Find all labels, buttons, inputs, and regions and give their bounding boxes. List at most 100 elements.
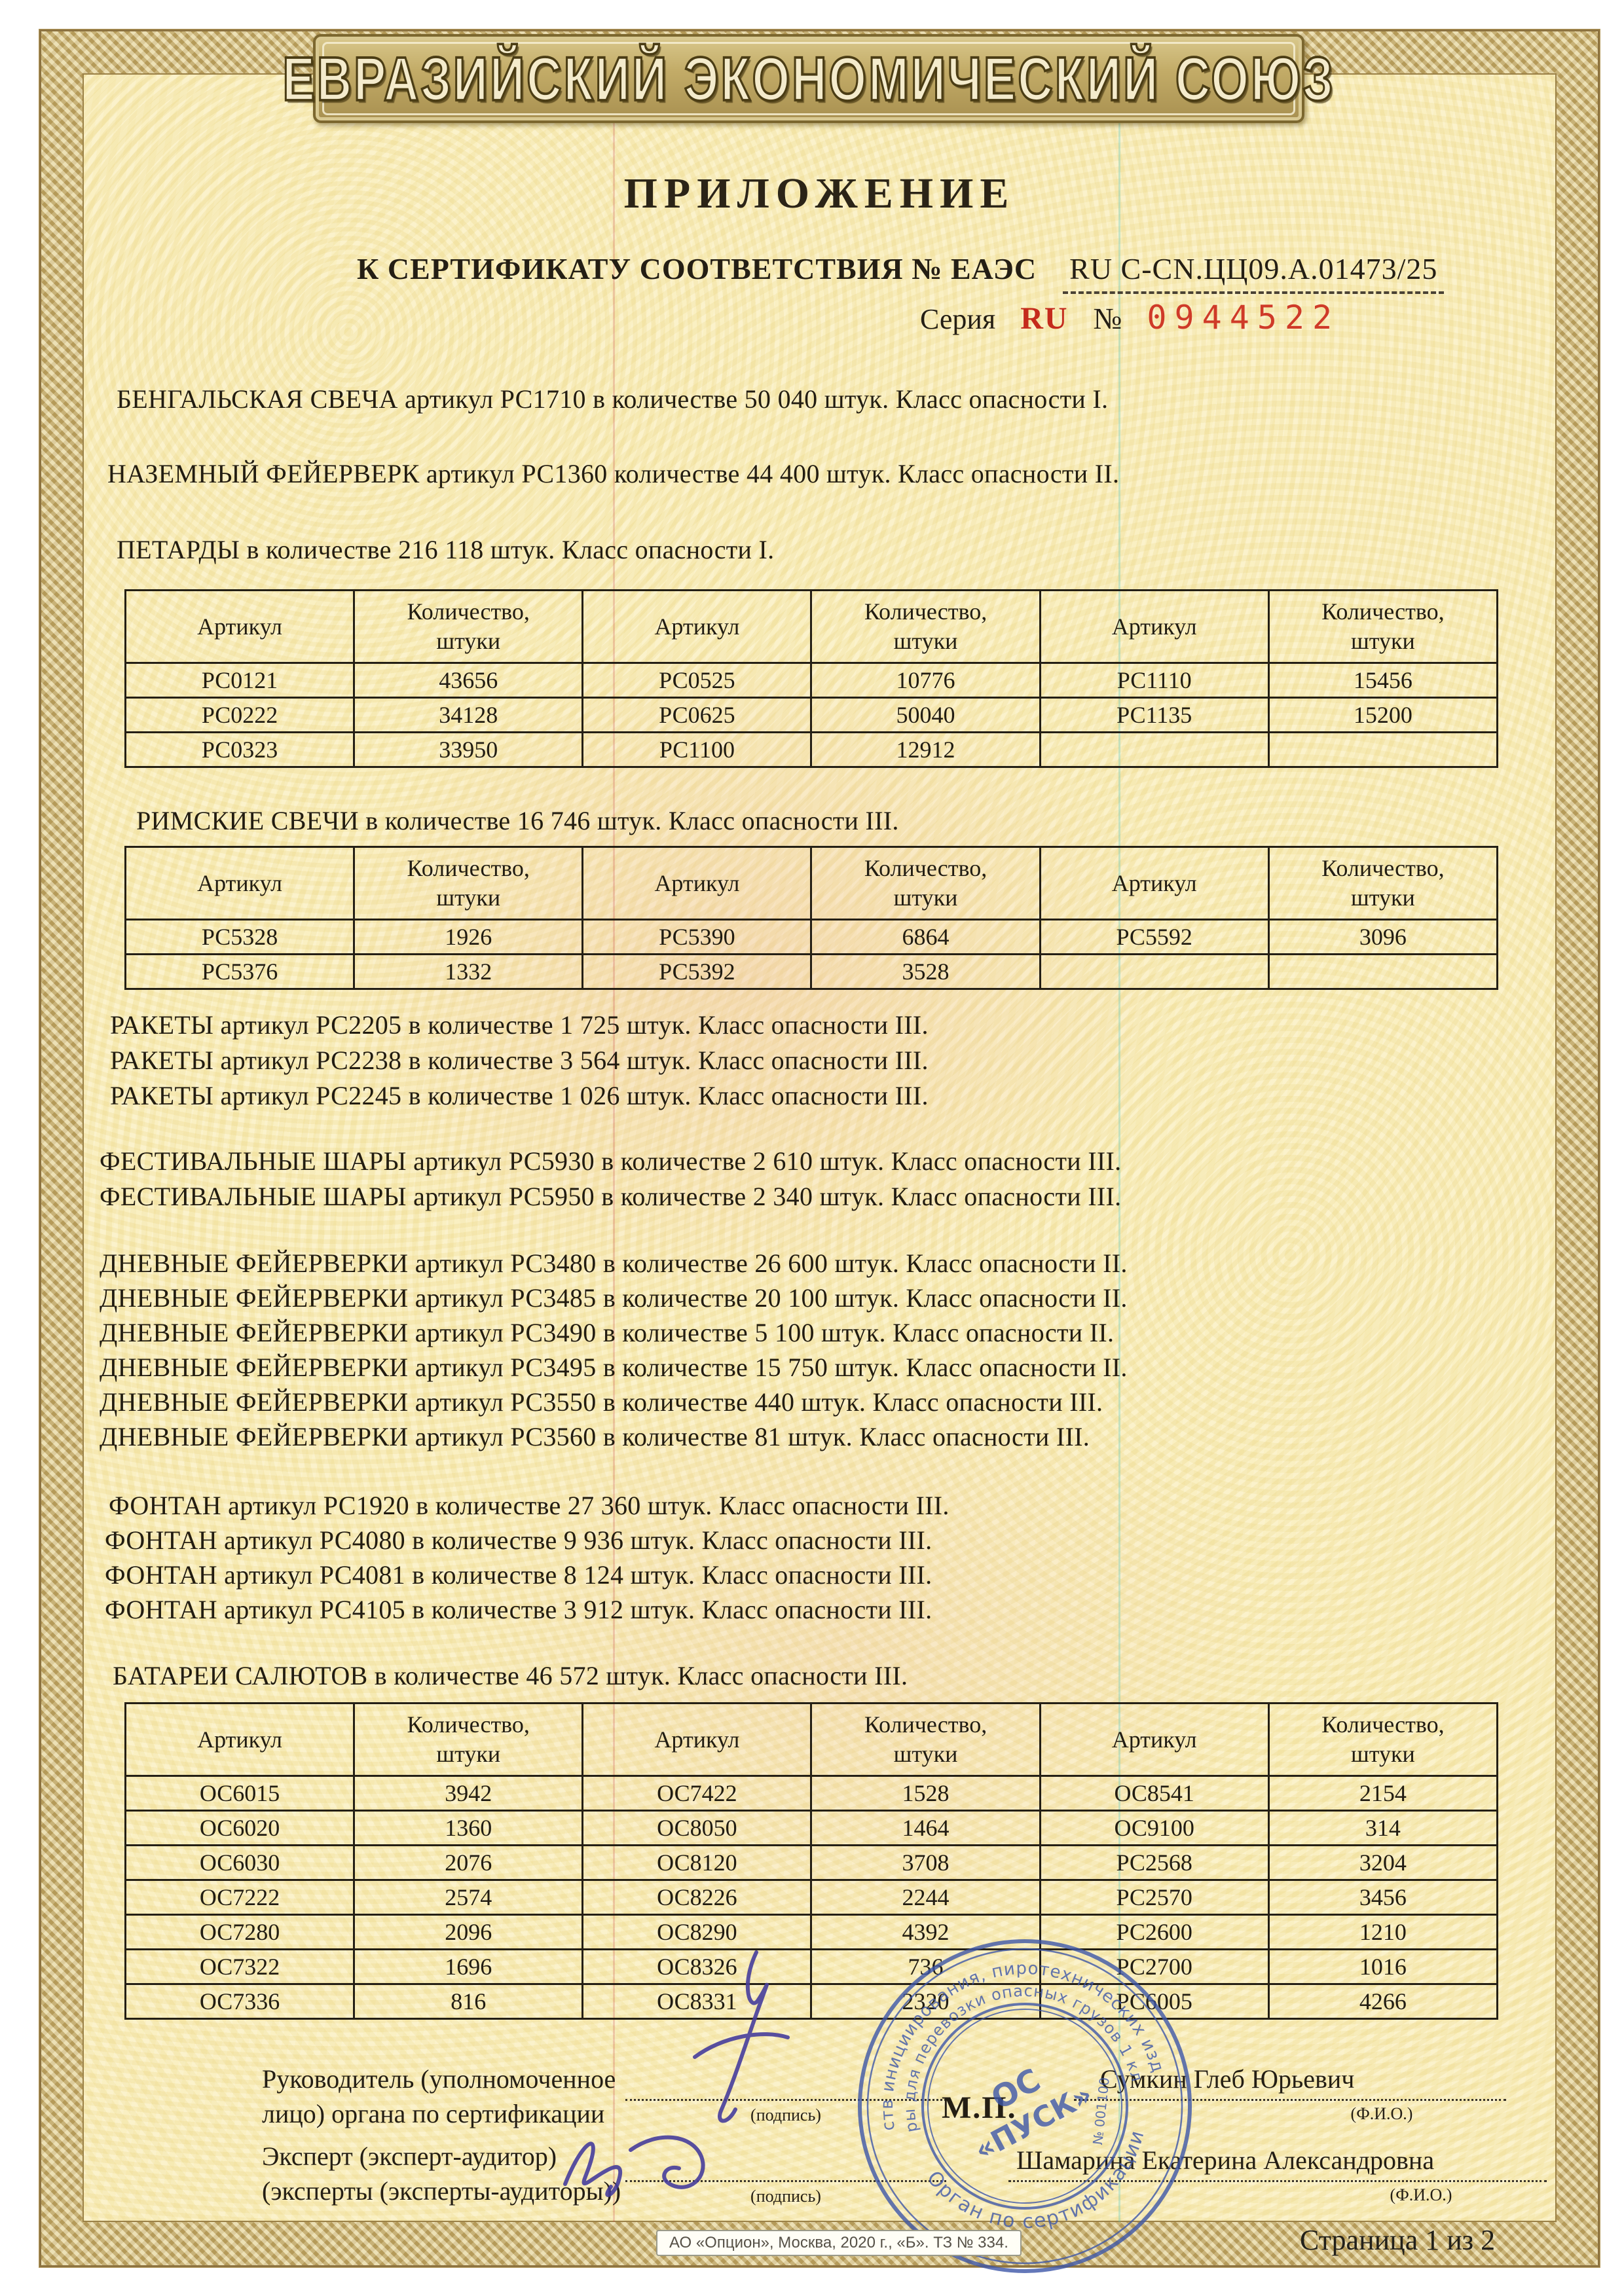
table-cell: 816: [353, 1983, 584, 2020]
column-header: Количество, штуки: [810, 1702, 1041, 1777]
table-row: ОС7222 2574 ОС8226 2244 РС2570 3456: [124, 1879, 1499, 1916]
table-body: ОС6015 3942 ОС7422 1528 ОС8541 2154 ОС6020 1360…: [124, 1775, 1499, 2020]
product-line: БЕНГАЛЬСКАЯ СВЕЧА артикул РС1710 в колич…: [117, 384, 1109, 414]
signer-name-head: Сумкин Глеб Юрьевич: [1100, 2064, 1355, 2094]
product-line: ФОНТАН артикул РС4080 в количестве 9 936…: [105, 1525, 932, 1555]
table-row: ОС7336 816 ОС8331 2320 РС6005 4266: [124, 1983, 1499, 2020]
petardy-table: Артикул Количество, штуки Артикул Количе…: [124, 589, 1499, 768]
table-cell: РС2600: [1039, 1914, 1270, 1950]
table-cell: 2096: [353, 1914, 584, 1950]
fio-caption: (Ф.И.О.): [1350, 2104, 1413, 2123]
table-cell: 1926: [353, 919, 584, 955]
signer-role-expert: Эксперт (эксперт-аудитор) (эксперты (экс…: [262, 2141, 621, 2206]
table-cell: [1039, 731, 1270, 768]
table-cell: РС5392: [581, 953, 813, 990]
column-header: Количество, штуки: [1267, 589, 1499, 664]
handwritten-signature-expert: [563, 2135, 705, 2197]
table-cell: 4392: [810, 1914, 1041, 1950]
table-cell: [1267, 731, 1499, 768]
table-body: РС0121 43656 РС0525 10776 РС1110 15456 РС0222 3…: [124, 662, 1499, 768]
stamp-number: № 001100: [1090, 2077, 1113, 2145]
table-cell: ОС8226: [581, 1879, 813, 1916]
table-cell: ОС8120: [581, 1844, 813, 1881]
table-cell: РС5592: [1039, 919, 1270, 955]
fio-line: [1008, 2180, 1547, 2182]
table-cell: 2154: [1267, 1775, 1499, 1812]
table-cell: 1360: [353, 1810, 584, 1846]
stamp-placeholder: М.П.: [942, 2090, 1017, 2125]
batteries-table: Артикул Количество, штуки Артикул Количе…: [124, 1702, 1499, 2020]
table-cell: ОС8541: [1039, 1775, 1270, 1812]
signer-name-expert: Шамарина Екатерина Александровна: [1016, 2145, 1435, 2175]
table-cell: РС2700: [1039, 1948, 1270, 1985]
column-header: Артикул: [1039, 1702, 1270, 1777]
table-row: РС0222 34128 РС0625 50040 РС1135 15200: [124, 697, 1499, 733]
number-sign: №: [1093, 302, 1122, 335]
table-cell: ОС8326: [581, 1948, 813, 1985]
scan-artifact-line: [1118, 73, 1120, 2222]
table-cell: 15456: [1267, 662, 1499, 699]
column-header: Артикул: [1039, 589, 1270, 664]
column-header: Количество, штуки: [353, 589, 584, 664]
table-cell: 4266: [1267, 1983, 1499, 2020]
table-cell: 3942: [353, 1775, 584, 1812]
table-cell: 3096: [1267, 919, 1499, 955]
rimskie-table: Артикул Количество, штуки Артикул Количе…: [124, 846, 1499, 990]
table-cell: 1696: [353, 1948, 584, 1985]
table-cell: РС2568: [1039, 1844, 1270, 1881]
table-cell: ОС7422: [581, 1775, 813, 1812]
table-cell: РС1100: [581, 731, 813, 768]
print-house-imprint: АО «Опцион», Москва, 2020 г., «Б». ТЗ № …: [656, 2230, 1022, 2256]
fio-caption: (Ф.И.О.): [1390, 2185, 1452, 2204]
table-cell: 50040: [810, 697, 1041, 733]
product-line: РАКЕТЫ артикул РС2205 в количестве 1 725…: [110, 1010, 929, 1040]
product-line: ФОНТАН артикул РС4105 в количестве 3 912…: [105, 1595, 932, 1624]
section-heading-rimskie: РИМСКИЕ СВЕЧИ в количестве 16 746 штук. …: [136, 806, 899, 835]
column-header: Количество, штуки: [810, 589, 1041, 664]
handwritten-signature-head: [693, 1950, 790, 2123]
table-cell: 1528: [810, 1775, 1041, 1812]
table-cell: РС0222: [124, 697, 356, 733]
table-cell: 2244: [810, 1879, 1041, 1916]
product-line: ДНЕВНЫЕ ФЕЙЕРВЕРКИ артикул РС3480 в коли…: [100, 1248, 1128, 1278]
table-cell: 1464: [810, 1810, 1041, 1846]
table-cell: 2574: [353, 1879, 584, 1916]
table-row: РС0121 43656 РС0525 10776 РС1110 15456: [124, 662, 1499, 699]
column-header: Количество, штуки: [1267, 1702, 1499, 1777]
table-cell: РС5390: [581, 919, 813, 955]
page-title: ПРИЛОЖЕНИЕ: [623, 170, 1016, 217]
table-cell: 2076: [353, 1844, 584, 1881]
table-cell: 1332: [353, 953, 584, 990]
table-header: Артикул Количество, штуки Артикул Количе…: [124, 1702, 1499, 1777]
product-line: НАЗЕМНЫЙ ФЕЙЕРВЕРК артикул РС1360 количе…: [107, 459, 1120, 488]
column-header: Артикул: [581, 846, 813, 920]
table-cell: 43656: [353, 662, 584, 699]
table-cell: ОС8331: [581, 1983, 813, 2020]
section-heading-petardy: ПЕТАРДЫ в количестве 216 118 штук. Класс…: [117, 535, 775, 564]
table-header-row: Артикул Количество, штуки Артикул Количе…: [124, 846, 1499, 920]
table-cell: ОС8290: [581, 1914, 813, 1950]
table-cell: ОС9100: [1039, 1810, 1270, 1846]
product-line: РАКЕТЫ артикул РС2245 в количестве 1 026…: [110, 1081, 929, 1110]
section-heading-batteries: БАТАРЕИ САЛЮТОВ в количестве 46 572 штук…: [113, 1661, 908, 1690]
product-line: ДНЕВНЫЕ ФЕЙЕРВЕРКИ артикул РС3560 в коли…: [100, 1422, 1090, 1451]
table-row: РС5328 1926 РС5390 6864 РС5592 3096: [124, 919, 1499, 955]
column-header: Количество, штуки: [810, 846, 1041, 920]
column-header: Артикул: [581, 1702, 813, 1777]
table-cell: ОС8050: [581, 1810, 813, 1846]
signature-line: [625, 2180, 946, 2182]
column-header: Артикул: [581, 589, 813, 664]
table-cell: ОС6020: [124, 1810, 356, 1846]
table-row: ОС7322 1696 ОС8326 736 РС2700 1016: [124, 1948, 1499, 1985]
scan-artifact-line: [613, 73, 615, 2222]
table-cell: РС2570: [1039, 1879, 1270, 1916]
table-cell: 15200: [1267, 697, 1499, 733]
series-value: RU: [1020, 301, 1069, 336]
product-line: ФЕСТИВАЛЬНЫЕ ШАРЫ артикул РС5930 в колич…: [100, 1146, 1122, 1176]
table-cell: ОС7336: [124, 1983, 356, 2020]
table-cell: РС1135: [1039, 697, 1270, 733]
table-cell: ОС7322: [124, 1948, 356, 1985]
table-cell: ОС6015: [124, 1775, 356, 1812]
table-cell: 33950: [353, 731, 584, 768]
